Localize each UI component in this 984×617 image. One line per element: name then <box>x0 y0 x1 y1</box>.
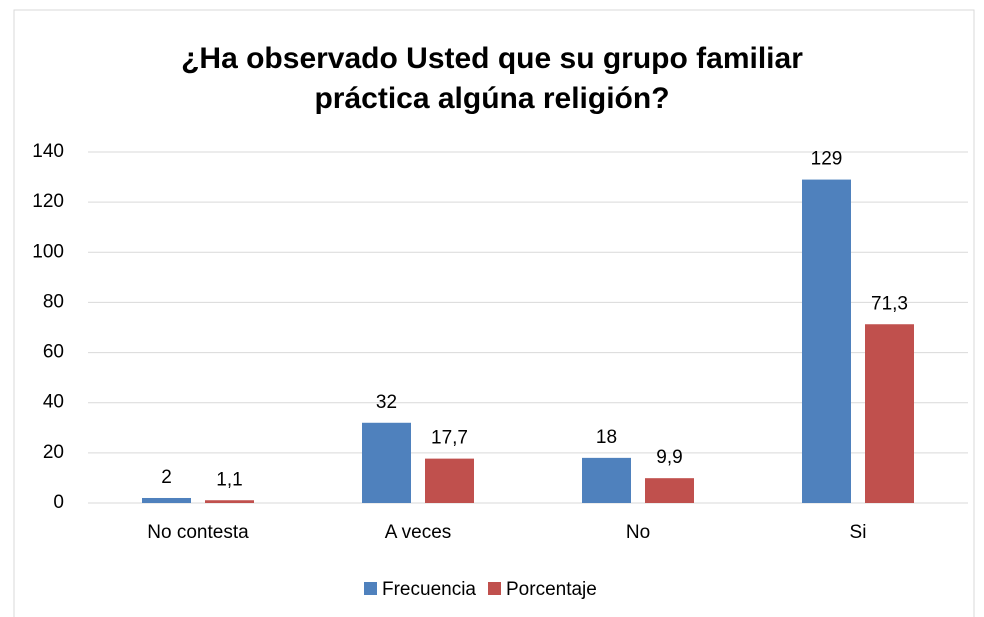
y-tick-label: 140 <box>32 141 64 162</box>
chart-title: ¿Ha observado Usted que su grupo familia… <box>181 42 803 75</box>
data-label: 32 <box>376 392 397 413</box>
data-label: 2 <box>161 467 172 488</box>
y-tick-label: 120 <box>32 191 64 212</box>
y-tick-label: 0 <box>53 492 64 513</box>
bar <box>205 500 254 503</box>
data-label: 71,3 <box>871 293 908 314</box>
y-tick-label: 40 <box>43 392 64 413</box>
bar <box>802 179 851 504</box>
data-label: 1,1 <box>216 469 242 490</box>
legend-swatch <box>488 582 501 595</box>
data-label: 9,9 <box>656 447 682 468</box>
y-tick-label: 100 <box>32 241 64 262</box>
y-tick-label: 60 <box>43 342 64 363</box>
chart-title: práctica algúna religión? <box>314 82 669 115</box>
bar <box>425 458 474 503</box>
data-label: 18 <box>596 427 617 448</box>
legend-label: Frecuencia <box>382 579 476 600</box>
x-tick-label: A veces <box>385 522 452 543</box>
data-label: 129 <box>811 149 843 170</box>
legend-swatch <box>364 582 377 595</box>
data-label: 17,7 <box>431 428 468 449</box>
legend-label: Porcentaje <box>506 579 597 600</box>
y-tick-label: 80 <box>43 291 64 312</box>
bar <box>865 324 914 503</box>
x-tick-label: No contesta <box>147 522 249 543</box>
bar <box>142 497 191 503</box>
bar <box>645 478 694 503</box>
y-tick-label: 20 <box>43 442 64 463</box>
bar <box>362 422 411 503</box>
x-tick-label: No <box>626 522 650 543</box>
bar <box>582 457 631 503</box>
x-tick-label: Si <box>850 522 867 543</box>
